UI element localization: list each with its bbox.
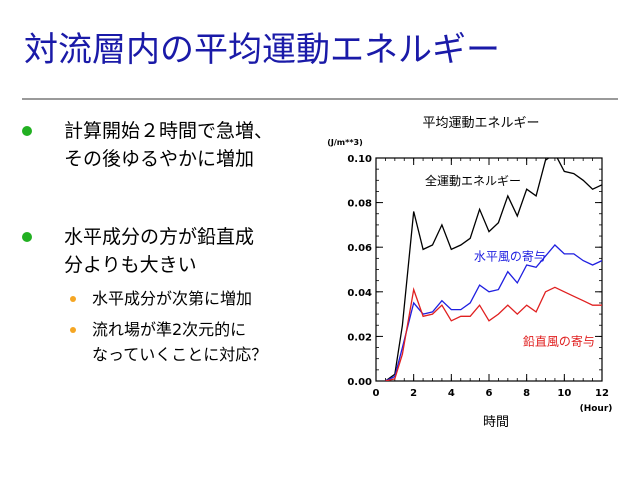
- x-tick-label-1: 2: [410, 388, 417, 399]
- x-tick-label-0: 0: [373, 388, 380, 399]
- x-tick-label-4: 8: [523, 388, 530, 399]
- y-tick-label-3: 0.06: [347, 243, 372, 254]
- y-tick-label-1: 0.02: [347, 332, 372, 343]
- x-unit-label: (Hour): [580, 404, 613, 414]
- y-tick-label-4: 0.08: [347, 199, 372, 210]
- sub-bullet-1-line-1: 水平成分が次第に増加: [92, 289, 253, 308]
- slide-title: 対流層内の平均運動エネルギー: [24, 30, 500, 70]
- series-label-1: 水平風の寄与: [474, 249, 546, 264]
- series-label-2: 鉛直風の寄与: [523, 333, 595, 348]
- kinetic-energy-chart: 平均運動エネルギー (J/m**3) 0 2 4 6 8 10 12 0.00 0.02 0.04 0.…: [327, 116, 613, 430]
- bullet-2-line-2: 分よりも大きい: [64, 254, 197, 276]
- x-tick-label-6: 12: [595, 388, 609, 399]
- series-line-0: [385, 158, 602, 381]
- bullet-1-line-1: 計算開始２時間で急増、: [64, 120, 274, 142]
- bullet-2-line-1: 水平成分の方が鉛直成: [64, 226, 255, 248]
- sub-bullet-2-line-2: なっていくことに対応？: [92, 345, 268, 364]
- sub-bullet-dot-icon: [70, 327, 76, 333]
- series-line-2: [385, 286, 602, 381]
- bullet-1-line-2: その後ゆるやかに増加: [64, 148, 255, 170]
- series-label-0: 全運動エネルギー: [425, 173, 521, 188]
- y-tick-label-2: 0.04: [347, 288, 372, 299]
- x-tick-label-5: 10: [557, 388, 571, 399]
- y-tick-label-5: 0.10: [347, 154, 372, 165]
- sub-bullet-dot-icon: [70, 296, 76, 302]
- bullet-dot-icon: [22, 126, 32, 136]
- chart-title: 平均運動エネルギー: [422, 116, 539, 131]
- bullet-dot-icon: [22, 232, 32, 242]
- y-tick-label-0: 0.00: [347, 377, 372, 388]
- x-tick-label-2: 4: [448, 388, 455, 399]
- x-tick-label-3: 6: [486, 388, 493, 399]
- series-line-1: [385, 244, 602, 381]
- title-divider: [22, 98, 618, 100]
- x-axis-label: 時間: [483, 415, 509, 430]
- sub-bullet-2-line-1: 流れ場が準2次元的に: [92, 320, 247, 339]
- y-unit-label: (J/m**3): [327, 138, 362, 147]
